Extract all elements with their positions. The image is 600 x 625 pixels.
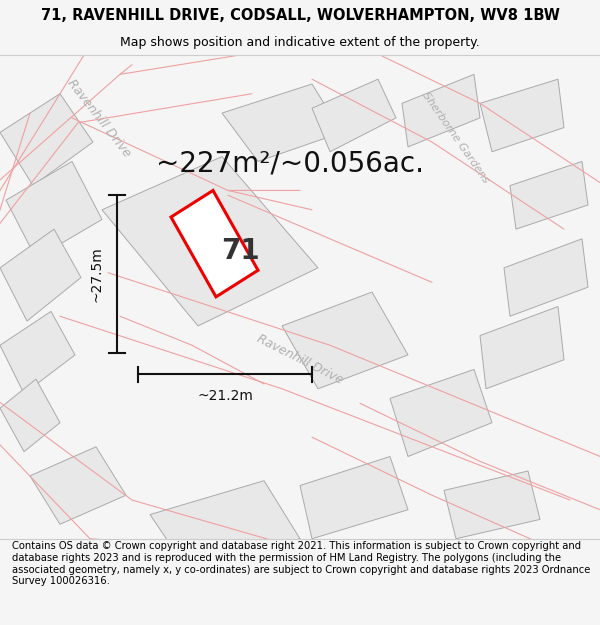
Polygon shape: [102, 157, 318, 326]
Polygon shape: [390, 369, 492, 456]
Text: ~21.2m: ~21.2m: [197, 389, 253, 402]
Text: Sherborne Gardens: Sherborne Gardens: [421, 90, 491, 184]
Polygon shape: [0, 229, 81, 321]
Polygon shape: [444, 471, 540, 539]
Polygon shape: [504, 239, 588, 316]
Text: 71, RAVENHILL DRIVE, CODSALL, WOLVERHAMPTON, WV8 1BW: 71, RAVENHILL DRIVE, CODSALL, WOLVERHAMP…: [41, 8, 559, 23]
Polygon shape: [222, 84, 342, 161]
Text: Contains OS data © Crown copyright and database right 2021. This information is : Contains OS data © Crown copyright and d…: [12, 541, 590, 586]
Polygon shape: [510, 161, 588, 229]
Text: 71: 71: [221, 237, 259, 265]
Polygon shape: [312, 79, 396, 152]
Polygon shape: [0, 311, 75, 394]
Polygon shape: [0, 379, 60, 452]
Text: Ravenhill Drive: Ravenhill Drive: [255, 332, 345, 387]
Text: ~27.5m: ~27.5m: [90, 246, 104, 302]
Polygon shape: [6, 161, 102, 258]
Text: ~227m²/~0.056ac.: ~227m²/~0.056ac.: [156, 150, 424, 178]
Polygon shape: [480, 79, 564, 152]
Polygon shape: [480, 306, 564, 389]
Polygon shape: [150, 481, 300, 568]
Polygon shape: [402, 74, 480, 147]
Text: Ravenhill Drive: Ravenhill Drive: [65, 76, 133, 159]
Polygon shape: [282, 292, 408, 389]
Polygon shape: [171, 191, 258, 297]
Polygon shape: [30, 447, 126, 524]
Polygon shape: [300, 456, 408, 539]
Polygon shape: [0, 94, 93, 186]
Text: Map shows position and indicative extent of the property.: Map shows position and indicative extent…: [120, 36, 480, 49]
